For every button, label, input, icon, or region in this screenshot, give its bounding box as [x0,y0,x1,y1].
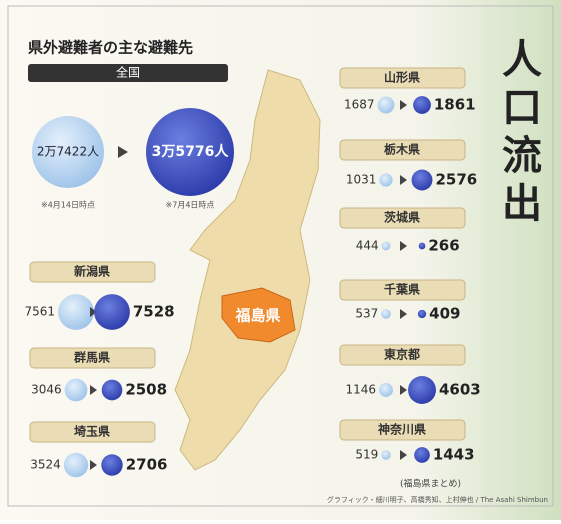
before-circle [64,378,88,402]
prefecture-name: 茨城県 [384,210,420,225]
prefecture-label-bg [29,261,156,283]
before-value: 1687 [344,98,375,112]
prefecture-label-bg [339,419,466,441]
after-circle [414,447,430,463]
arrow [90,385,97,395]
after-value: 266 [428,237,459,255]
before-value: 1031 [346,173,377,187]
prefecture-name: 群馬県 [73,350,110,365]
vertical-title-char: 流 [502,133,542,179]
national-after: 3万5776人 [152,143,230,160]
vertical-title-char: 出 [502,181,542,227]
after-circle [408,376,436,404]
prefecture-label-bg [339,344,466,366]
before-circle [381,309,391,319]
arrow [400,309,407,319]
after-value: 4603 [439,381,481,399]
prefecture-label-bg [29,347,156,369]
arrow [90,307,97,317]
after-circle [101,454,123,476]
after-value: 2576 [435,171,477,189]
after-circle [94,294,130,330]
prefecture-name: 神奈川県 [378,422,426,437]
after-circle [411,169,433,191]
before-value: 537 [355,307,378,321]
national-after-circle [146,108,234,196]
credit: グラフィック・細川明子、高橋秀知、上村伸也 / The Asahi Shimbu… [327,495,548,504]
before-value: 7561 [25,305,56,319]
prefecture-label-bg [339,67,466,89]
before-circle [381,241,391,251]
prefecture-name: 栃木県 [384,142,420,157]
vertical-title-char: 人 [502,37,542,83]
prefecture-label-bg [339,279,466,301]
source: (福島県まとめ) [400,478,461,490]
before-circle [381,450,391,460]
title: 県外避難者の主な避難先 [28,39,193,57]
map-land [174,69,321,471]
after-value: 1443 [433,446,475,464]
after-circle [418,242,426,250]
arrow [400,241,407,251]
before-circle [63,452,89,478]
after-value: 2508 [125,381,167,399]
arrow [400,450,407,460]
before-value: 3046 [31,383,62,397]
after-value: 1861 [434,96,476,114]
arrow [400,385,407,395]
prefecture-name: 山形県 [384,70,420,85]
fukushima-area [221,287,296,343]
after-circle [101,379,123,401]
national-before-circle [32,116,104,188]
vertical-title-char: 口 [502,85,542,131]
prefecture-label-bg [29,421,156,443]
prefecture-label-bg [339,207,466,229]
before-value: 3524 [30,458,61,472]
after-value: 7528 [133,303,175,321]
prefecture-name: 千葉県 [384,282,420,297]
national-before: 2万7422人 [37,145,99,159]
national-label: 全国 [116,65,140,80]
after-value: 2706 [126,456,168,474]
arrow [118,146,128,158]
prefecture-name: 東京都 [384,347,420,362]
arrow [400,175,407,185]
before-value: 444 [356,239,379,253]
national-bar [28,64,228,82]
after-circle [417,309,427,319]
national-before-note: ※4月14日時点 [41,201,95,210]
national-after-note: ※7月4日時点 [166,201,215,210]
before-circle [377,96,395,114]
after-circle [413,96,431,114]
before-circle [58,294,94,330]
prefecture-name: 埼玉県 [74,424,110,439]
before-value: 1146 [345,383,376,397]
map-label: 福島県 [234,307,280,325]
before-circle [379,383,393,397]
frame [7,5,554,507]
before-circle [379,173,393,187]
prefecture-label-bg [339,139,466,161]
arrow [90,460,97,470]
prefecture-name: 新潟県 [74,264,110,279]
after-value: 409 [429,305,460,323]
arrow [400,100,407,110]
before-value: 519 [355,448,378,462]
